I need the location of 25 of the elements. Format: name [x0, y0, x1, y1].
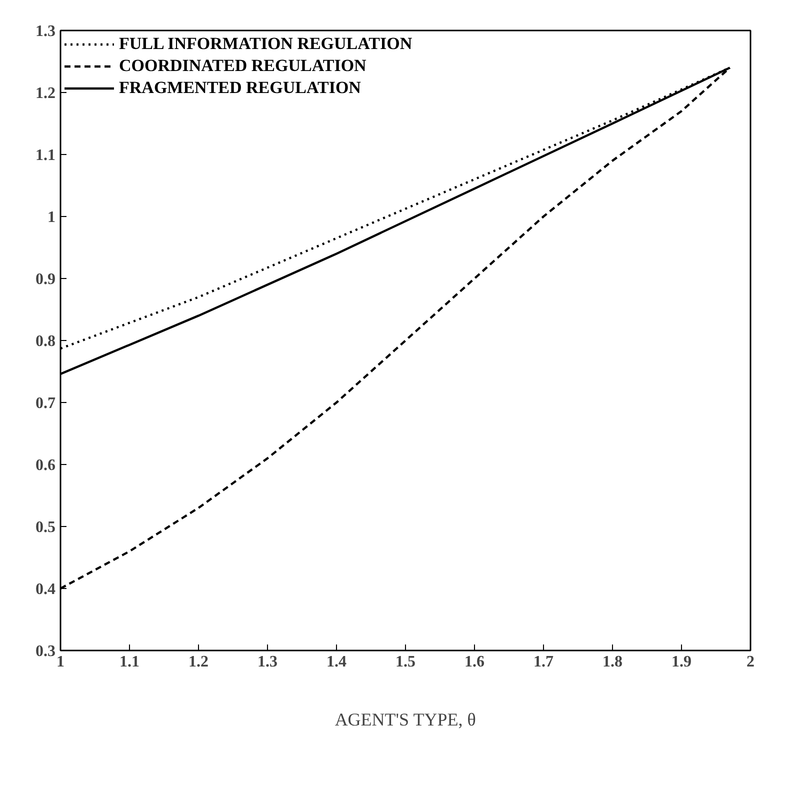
y-tick-label: 0.4 [36, 581, 56, 598]
x-tick-label: 1.3 [258, 654, 278, 670]
x-tick-label: 1.8 [602, 654, 622, 670]
x-tick-label: 1.6 [464, 654, 484, 670]
x-tick-label: 1.2 [188, 654, 208, 670]
y-tick-label: 1.3 [36, 23, 56, 40]
y-tick-label: 1.2 [36, 85, 56, 102]
y-tick-label: 0.7 [36, 395, 56, 412]
legend-label: COORDINATED REGULATION [119, 56, 366, 76]
y-tick-label: 0.9 [36, 271, 56, 288]
x-tick-label: 1.5 [396, 654, 416, 670]
y-tick-label: 0.8 [36, 333, 56, 350]
y-tick-label: 0.6 [36, 457, 56, 474]
legend-label: FRAGMENTED REGULATION [119, 78, 361, 98]
y-tick-label: 1.1 [36, 147, 56, 164]
x-tick-label: 1.4 [326, 654, 346, 670]
y-tick-label: 1 [48, 209, 56, 226]
y-tick-label: 0.5 [36, 519, 56, 536]
x-axis-title: AGENT'S TYPE, θ [334, 710, 476, 730]
y-tick-label: 0.3 [36, 643, 56, 660]
x-tick-label: 2 [746, 654, 754, 670]
legend-label: FULL INFORMATION REGULATION [119, 34, 412, 54]
x-tick-label: 1.9 [672, 654, 692, 670]
x-tick-label: 1.1 [120, 654, 140, 670]
x-tick-label: 1.7 [534, 654, 554, 670]
